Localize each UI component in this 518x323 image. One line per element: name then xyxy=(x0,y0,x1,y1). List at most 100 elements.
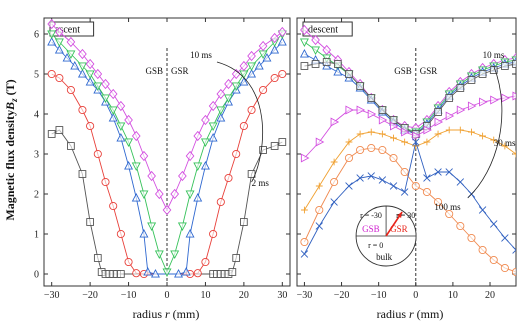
panel-1-series-1-point-0 xyxy=(299,38,309,48)
panel-1-series-6-point-5 xyxy=(367,143,376,153)
panel-1-series-0-point-1 xyxy=(311,34,320,46)
panel-0-series-2-point-28 xyxy=(270,44,280,54)
ascent-time-arrow xyxy=(216,61,264,183)
panel-0-series-1-point-0 xyxy=(47,69,56,79)
panel-0-xtick-label-0: −30 xyxy=(44,290,60,301)
panel-1-series-7-point-16 xyxy=(490,220,498,228)
panel-0-series-4-point-5 xyxy=(93,68,103,80)
panel-1-series-6-point-4 xyxy=(356,145,365,155)
panel-0-series-4-point-1 xyxy=(55,26,64,38)
panel-0-series-0-point-11 xyxy=(117,270,125,278)
panel-0-series-2-point-25 xyxy=(247,68,257,78)
y-axis-label-unit: (T) xyxy=(3,79,17,98)
panel-0-series-4-point-3 xyxy=(78,48,87,60)
panel-0-series-3-point-8 xyxy=(116,122,126,132)
panel-0-series-1-point-16 xyxy=(216,197,225,207)
panel-1-series-6-point-8 xyxy=(400,167,409,177)
panel-1-series-3-point-18 xyxy=(501,62,509,70)
panel-0-series-2-point-3 xyxy=(70,60,80,70)
panel-0-xtick-label-3: 0 xyxy=(165,290,170,301)
panel-0-xtick-label-6: 30 xyxy=(277,290,287,301)
panel-0-series-2-point-15 xyxy=(174,268,184,278)
panel-1-region-label-gsr: GSR xyxy=(420,66,438,76)
panel-1-series-3-point-0 xyxy=(300,62,309,70)
panel-0-series-2-point-13 xyxy=(143,266,153,276)
panel-1-series-3-point-7 xyxy=(378,106,387,114)
panel-1-series-6-point-10 xyxy=(422,187,431,197)
panel-0-series-1-point-15 xyxy=(209,229,218,239)
panel-1-series-3-point-2 xyxy=(322,58,331,66)
panel-0-series-0-point-4 xyxy=(86,218,94,226)
panel-0-series-1-point-13 xyxy=(193,269,202,278)
panel-0-series-0-point-2 xyxy=(67,142,75,150)
panel-0-series-3-point-9 xyxy=(124,138,134,148)
panel-1-series-4-point-2 xyxy=(330,117,340,127)
panel-0-series-4-point-11 xyxy=(139,150,149,162)
panel-1-series-7-point-9 xyxy=(412,138,420,146)
panel-1-series-5-point-13 xyxy=(456,126,464,134)
panel-1-series-5-line xyxy=(304,129,516,211)
panel-1-series-4-point-8 xyxy=(401,127,410,137)
panel-0-series-3-point-3 xyxy=(77,62,87,72)
panel-1-series-4-point-3 xyxy=(345,105,355,115)
panel-0-series-1-point-17 xyxy=(224,173,233,183)
panel-1-series-4-point-7 xyxy=(389,121,399,131)
panel-1-series-3-point-4 xyxy=(345,70,353,78)
panel-0-series-4-point-15 xyxy=(170,188,180,200)
panel-1-series-5-point-7 xyxy=(390,134,397,142)
panel-1-series-5-point-11 xyxy=(434,130,442,138)
inset-diagram: r = -30 r = 30 GSB GSR r = 0 bulk xyxy=(355,205,417,267)
panel-0-series-2-point-8 xyxy=(108,112,118,122)
panel-0-series-layer xyxy=(47,18,287,279)
panel-1-series-5-point-14 xyxy=(468,128,475,136)
panel-0-series-4-point-21 xyxy=(216,88,226,100)
panel-1-series-7-point-15 xyxy=(478,206,487,214)
panel-1-series-4-point-9 xyxy=(412,131,421,141)
panel-1-series-4-point-4 xyxy=(356,105,366,115)
panel-1-series-4-point-14 xyxy=(467,101,477,111)
panel-0-series-1-point-6 xyxy=(101,177,110,187)
panel-0-series-4-point-0 xyxy=(47,18,57,30)
panel-0-series-4-point-14 xyxy=(162,204,172,216)
panel-0-series-3-point-0 xyxy=(47,30,57,40)
x-axis-label-right: radius r (mm) xyxy=(377,307,444,321)
chart-panel-1: −30 −20 −10 0 10 20 GSB GSR descent 10 ms 30 ms 100… xyxy=(296,17,517,301)
panel-1-series-6-point-15 xyxy=(478,245,487,255)
panel-1-series-0-point-0 xyxy=(300,24,309,36)
panel-1-series-3-point-8 xyxy=(389,116,398,124)
panel-0-xtick-label-4: 10 xyxy=(200,290,210,301)
panel-0-series-3-point-17 xyxy=(185,190,195,200)
panel-0-series-2-point-4 xyxy=(77,68,87,78)
panel-0-series-4-point-25 xyxy=(247,50,256,62)
panel-0-series-4-point-24 xyxy=(239,60,249,72)
panel-0-xtick-label-1: −20 xyxy=(82,290,98,301)
panel-0-series-4-point-18 xyxy=(193,130,203,142)
panel-0-series-0-line xyxy=(51,129,283,275)
panel-0-series-4-point-4 xyxy=(85,58,95,70)
panel-0-region-label-gsb: GSB xyxy=(145,66,163,76)
panel-1-series-3-point-1 xyxy=(311,60,320,68)
y-axis-label-var: B xyxy=(3,102,17,111)
panel-1-series-5-point-12 xyxy=(445,126,453,134)
panel-0-series-1-point-23 xyxy=(278,69,287,79)
panel-1-series-6-point-9 xyxy=(411,181,420,191)
inset-label-r0: r = 0 xyxy=(368,241,383,250)
panel-0-series-3-point-11 xyxy=(139,190,149,200)
panel-1-series-3-point-12 xyxy=(434,108,442,116)
panel-0-series-3-point-18 xyxy=(193,162,203,172)
panel-1-xtick-label-2: −10 xyxy=(371,290,387,301)
panel-0-series-1-point-18 xyxy=(232,149,241,159)
panel-1-series-7-point-0 xyxy=(300,250,309,258)
panel-0-series-2-point-20 xyxy=(208,132,218,142)
panel-0-series-3-point-19 xyxy=(200,138,210,148)
panel-1-series-2-point-0 xyxy=(299,48,309,58)
panel-0-series-1-point-10 xyxy=(132,269,141,278)
panel-0-region-label-gsr: GSR xyxy=(171,66,189,76)
panel-1-series-5-point-3 xyxy=(345,138,353,146)
panel-1-series-5-point-16 xyxy=(490,136,498,144)
panel-0-series-4-point-26 xyxy=(258,40,268,52)
panel-1-series-4-point-13 xyxy=(456,105,466,115)
x-axis-label-right-var: r xyxy=(409,307,414,321)
panel-1-series-5-point-4 xyxy=(356,130,364,138)
